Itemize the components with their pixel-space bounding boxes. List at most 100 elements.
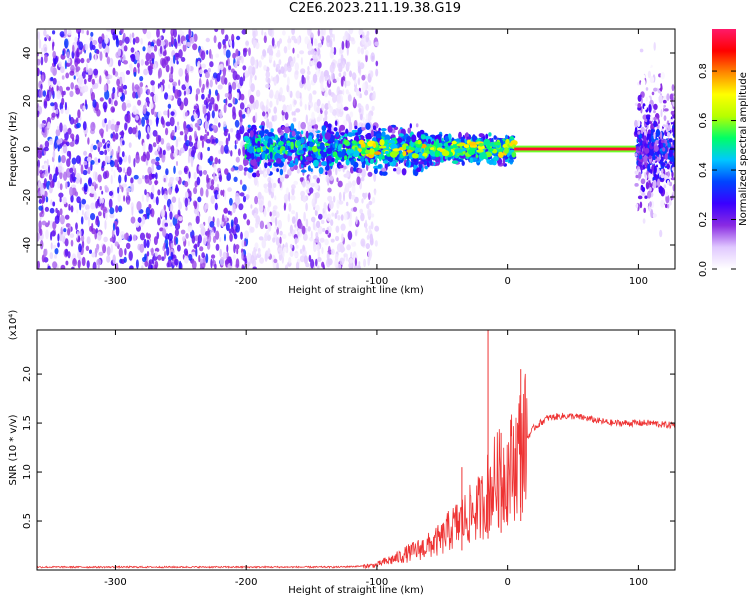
spectrogram-noise-mark [208, 102, 212, 111]
spectrogram-noise-mark [330, 219, 334, 227]
spectrogram-noise-mark [151, 173, 157, 178]
spectrogram-noise-mark [361, 35, 367, 45]
spectrogram-noise-mark [50, 66, 54, 73]
spectrogram-edge-mark [638, 171, 642, 179]
spectrogram-noise-mark [235, 48, 239, 57]
spectrogram-noise-mark [102, 171, 108, 180]
spectrogram-noise-mark [37, 31, 41, 40]
spectrogram-noise-mark [354, 229, 358, 237]
spectrogram-noise-mark [63, 171, 68, 181]
spectrogram-noise-mark [336, 94, 342, 104]
spectrogram-noise-mark [203, 99, 207, 105]
spectrogram-noise-mark [223, 208, 228, 214]
spectrogram-noise-mark [146, 31, 152, 40]
spectrogram-noise-mark [288, 202, 292, 212]
spectrogram-peak-mark [422, 152, 428, 157]
spectrogram-noise-mark [126, 103, 132, 108]
spectrogram-band-mark [406, 136, 411, 143]
spectrogram-noise-mark [111, 229, 115, 238]
spectrogram-noise-mark [316, 220, 321, 229]
spectrogram-noise-mark [81, 256, 86, 267]
spectrogram-noise-mark [305, 218, 309, 228]
spectrogram-band-mark [259, 170, 264, 175]
spectrogram-noise-mark [275, 211, 280, 218]
spectrogram-noise-mark [106, 79, 111, 85]
spectrogram-edge-mark [650, 208, 654, 218]
spectrogram-noise-mark [117, 163, 120, 170]
spectrogram-noise-mark [87, 137, 90, 145]
spectrogram-noise-mark [70, 133, 75, 139]
spectrogram-noise-mark [86, 30, 89, 36]
spectrogram-noise-mark [258, 199, 263, 206]
spectrogram-noise-mark [37, 260, 40, 269]
spectrogram-noise-mark [133, 71, 137, 77]
spectrogram-band-mark [319, 143, 325, 151]
spectrogram-noise-mark [343, 71, 347, 77]
spectrogram-noise-mark [142, 175, 145, 180]
spectrogram-noise-mark [291, 35, 296, 41]
spectrogram-noise-mark [202, 105, 207, 115]
spectrogram-band-mark [381, 171, 388, 176]
spectrogram-noise-mark [326, 213, 332, 222]
spectrogram-noise-mark [261, 29, 264, 36]
spectrogram-noise-mark [276, 97, 279, 106]
spectrogram-noise-mark [333, 47, 337, 55]
spectrogram-edge-mark [644, 61, 648, 66]
spectrogram-edge-mark [653, 110, 656, 114]
spectrogram-noise-mark [200, 262, 206, 269]
spectrogram-noise-mark [132, 105, 137, 115]
spectrogram-noise-mark [162, 29, 166, 34]
spectrogram-edge-mark [637, 88, 641, 96]
spectrogram-noise-mark [43, 146, 49, 152]
spectrogram-noise-mark [347, 230, 353, 241]
spectrogram-band-mark [361, 127, 366, 131]
spectrogram-noise-mark [300, 57, 303, 66]
spectrogram-noise-mark [330, 46, 335, 54]
spectrogram-noise-mark [209, 155, 214, 162]
spectrogram-band-mark [259, 130, 265, 137]
spectrogram-noise-mark [196, 119, 202, 125]
spectrogram-band-mark [387, 155, 391, 162]
spectrogram-peak-mark [411, 153, 419, 159]
spectrogram-peak-mark [434, 150, 440, 158]
spectrogram-peak-mark [421, 148, 425, 153]
spectrogram-noise-mark [347, 62, 350, 71]
spectrogram-band-mark [266, 167, 271, 175]
spectrogram-noise-mark [62, 196, 67, 205]
spectrogram-noise-mark [334, 212, 338, 219]
spectrogram-noise-mark [188, 171, 191, 179]
spectrogram-noise-mark [295, 244, 299, 249]
spectrogram-noise-mark [236, 35, 241, 41]
spectrogram-noise-mark [317, 42, 323, 48]
spectrogram-noise-mark [64, 131, 69, 141]
spectrogram-band-mark [424, 165, 428, 170]
spectrogram-noise-mark [185, 42, 191, 47]
spectrogram-band-mark [243, 135, 250, 142]
spectrogram-noise-mark [351, 194, 356, 200]
spectrogram-noise-mark [206, 131, 210, 136]
spectrogram-noise-mark [316, 106, 321, 114]
spectrogram-noise-mark [265, 70, 271, 79]
spectrogram-noise-mark [91, 78, 96, 85]
spectrogram-noise-mark [122, 140, 125, 146]
spectrogram-edge-mark [657, 178, 661, 188]
spectrogram-noise-mark [199, 169, 203, 177]
spectrogram-noise-mark [267, 247, 271, 257]
spectrogram-noise-mark [80, 164, 84, 175]
spectrogram-noise-mark [64, 238, 69, 247]
spectrogram-noise-mark [194, 243, 198, 249]
spectrogram-noise-mark [224, 128, 229, 133]
spectrogram-edge-mark [660, 139, 665, 144]
spectrogram-band-mark [262, 140, 268, 145]
spectrogram-noise-mark [346, 254, 348, 262]
spectrogram-noise-mark [139, 243, 145, 253]
spectrogram-noise-mark [187, 198, 191, 206]
spectrogram-noise-mark [139, 232, 146, 241]
spectrogram-noise-mark [160, 84, 164, 93]
spectrogram-carrier-line [514, 147, 636, 151]
spectrogram-band-mark [485, 133, 489, 140]
spectrogram-edge-mark [647, 163, 651, 172]
spectrogram-noise-mark [48, 173, 53, 181]
spectrogram-noise-mark [75, 117, 79, 124]
spectrogram-noise-mark [110, 160, 115, 168]
